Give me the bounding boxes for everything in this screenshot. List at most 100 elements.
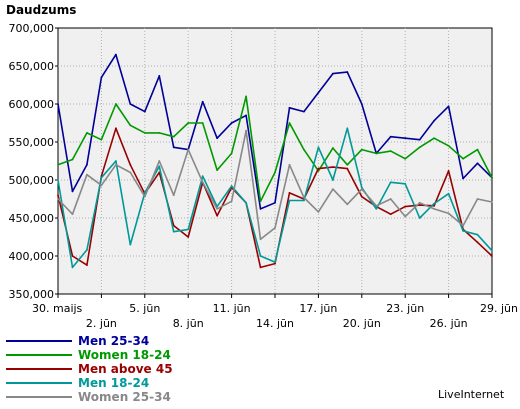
data-point: [288, 163, 291, 166]
y-axis-title: Daudzums: [6, 3, 76, 17]
x-tick-label: 17. jūn: [299, 302, 337, 315]
data-point: [476, 148, 479, 151]
y-axis-ticks: 350,000 400,000 450,000 500,000 550,000 600,0…: [9, 22, 58, 301]
data-point: [317, 91, 320, 94]
grid-layer: [58, 28, 492, 294]
data-point: [71, 190, 74, 193]
data-point: [462, 230, 464, 232]
series-layer: [57, 53, 493, 269]
data-point: [172, 194, 175, 197]
data-point: [187, 236, 190, 238]
y-tick-label: 350,000: [9, 288, 55, 301]
data-point: [418, 204, 421, 206]
x-tick-label: 11. jūn: [213, 302, 251, 315]
data-point: [491, 176, 493, 179]
data-point: [201, 100, 204, 103]
data-point: [57, 194, 59, 197]
data-point: [447, 144, 450, 147]
data-point: [317, 211, 320, 213]
data-point: [476, 198, 479, 200]
x-tick-label: 20. jūn: [343, 317, 381, 330]
data-point: [129, 124, 132, 127]
data-point: [86, 163, 88, 166]
data-point: [331, 188, 334, 191]
x-tick-label: 8. jūn: [173, 317, 204, 330]
y-tick-label: 450,000: [9, 212, 55, 225]
data-point: [158, 165, 161, 168]
y-tick-label: 600,000: [9, 98, 55, 111]
data-point: [274, 262, 276, 265]
x-tick-label: 23. jūn: [386, 302, 424, 315]
data-point: [389, 150, 392, 153]
data-point: [172, 135, 175, 138]
data-point: [346, 127, 349, 130]
data-point: [433, 119, 436, 122]
data-point: [158, 171, 161, 174]
data-point: [346, 163, 349, 166]
data-point: [447, 192, 450, 195]
data-point: [389, 181, 392, 184]
data-point: [404, 137, 407, 140]
credit-label: LiveInternet: [438, 388, 505, 401]
data-point: [491, 249, 493, 252]
x-tick-label: 5. jūn: [129, 302, 160, 315]
data-point: [172, 146, 175, 149]
data-point: [230, 122, 233, 124]
data-point: [187, 148, 190, 151]
data-point: [274, 171, 276, 174]
data-point: [100, 76, 103, 79]
data-point: [216, 169, 219, 172]
data-point: [360, 103, 363, 105]
data-point: [245, 201, 247, 204]
data-point: [288, 192, 291, 194]
data-point: [331, 72, 334, 75]
data-point: [114, 160, 117, 162]
x-tick-label: 14. jūn: [256, 317, 294, 330]
data-point: [143, 110, 146, 113]
data-point: [172, 230, 175, 233]
data-point: [100, 176, 103, 179]
data-point: [418, 201, 421, 204]
data-point: [86, 131, 88, 134]
data-point: [57, 103, 59, 105]
data-point: [114, 53, 117, 56]
x-tick-label: 26. jūn: [430, 317, 468, 330]
data-point: [389, 213, 392, 216]
data-point: [143, 195, 146, 198]
legend-label: Women 18-24: [78, 348, 171, 362]
data-point: [360, 188, 363, 191]
x-tick-label: 29. jūn: [480, 302, 518, 315]
data-point: [201, 122, 204, 124]
x-tick-label: 30. maijs: [32, 302, 83, 315]
data-point: [288, 106, 291, 109]
data-point: [71, 255, 74, 257]
data-point: [462, 224, 464, 227]
data-point: [491, 201, 493, 203]
data-point: [288, 199, 291, 202]
data-point: [187, 122, 190, 124]
data-point: [100, 138, 103, 141]
data-point: [230, 200, 233, 203]
data-point: [346, 167, 349, 170]
data-point: [303, 110, 305, 113]
data-point: [129, 103, 132, 105]
data-point: [447, 105, 450, 108]
data-point: [491, 255, 493, 257]
data-point: [245, 129, 247, 132]
data-point: [86, 264, 88, 267]
data-point: [158, 131, 161, 134]
data-point: [418, 217, 421, 219]
data-point: [375, 207, 378, 210]
y-tick-label: 550,000: [9, 136, 55, 149]
legend-label: Men 25-34: [78, 334, 149, 348]
data-point: [288, 122, 291, 124]
data-point: [71, 213, 74, 216]
data-point: [86, 173, 88, 176]
data-point: [447, 169, 450, 172]
data-point: [274, 261, 276, 263]
data-point: [57, 198, 59, 200]
data-point: [158, 74, 161, 77]
data-point: [201, 181, 204, 184]
